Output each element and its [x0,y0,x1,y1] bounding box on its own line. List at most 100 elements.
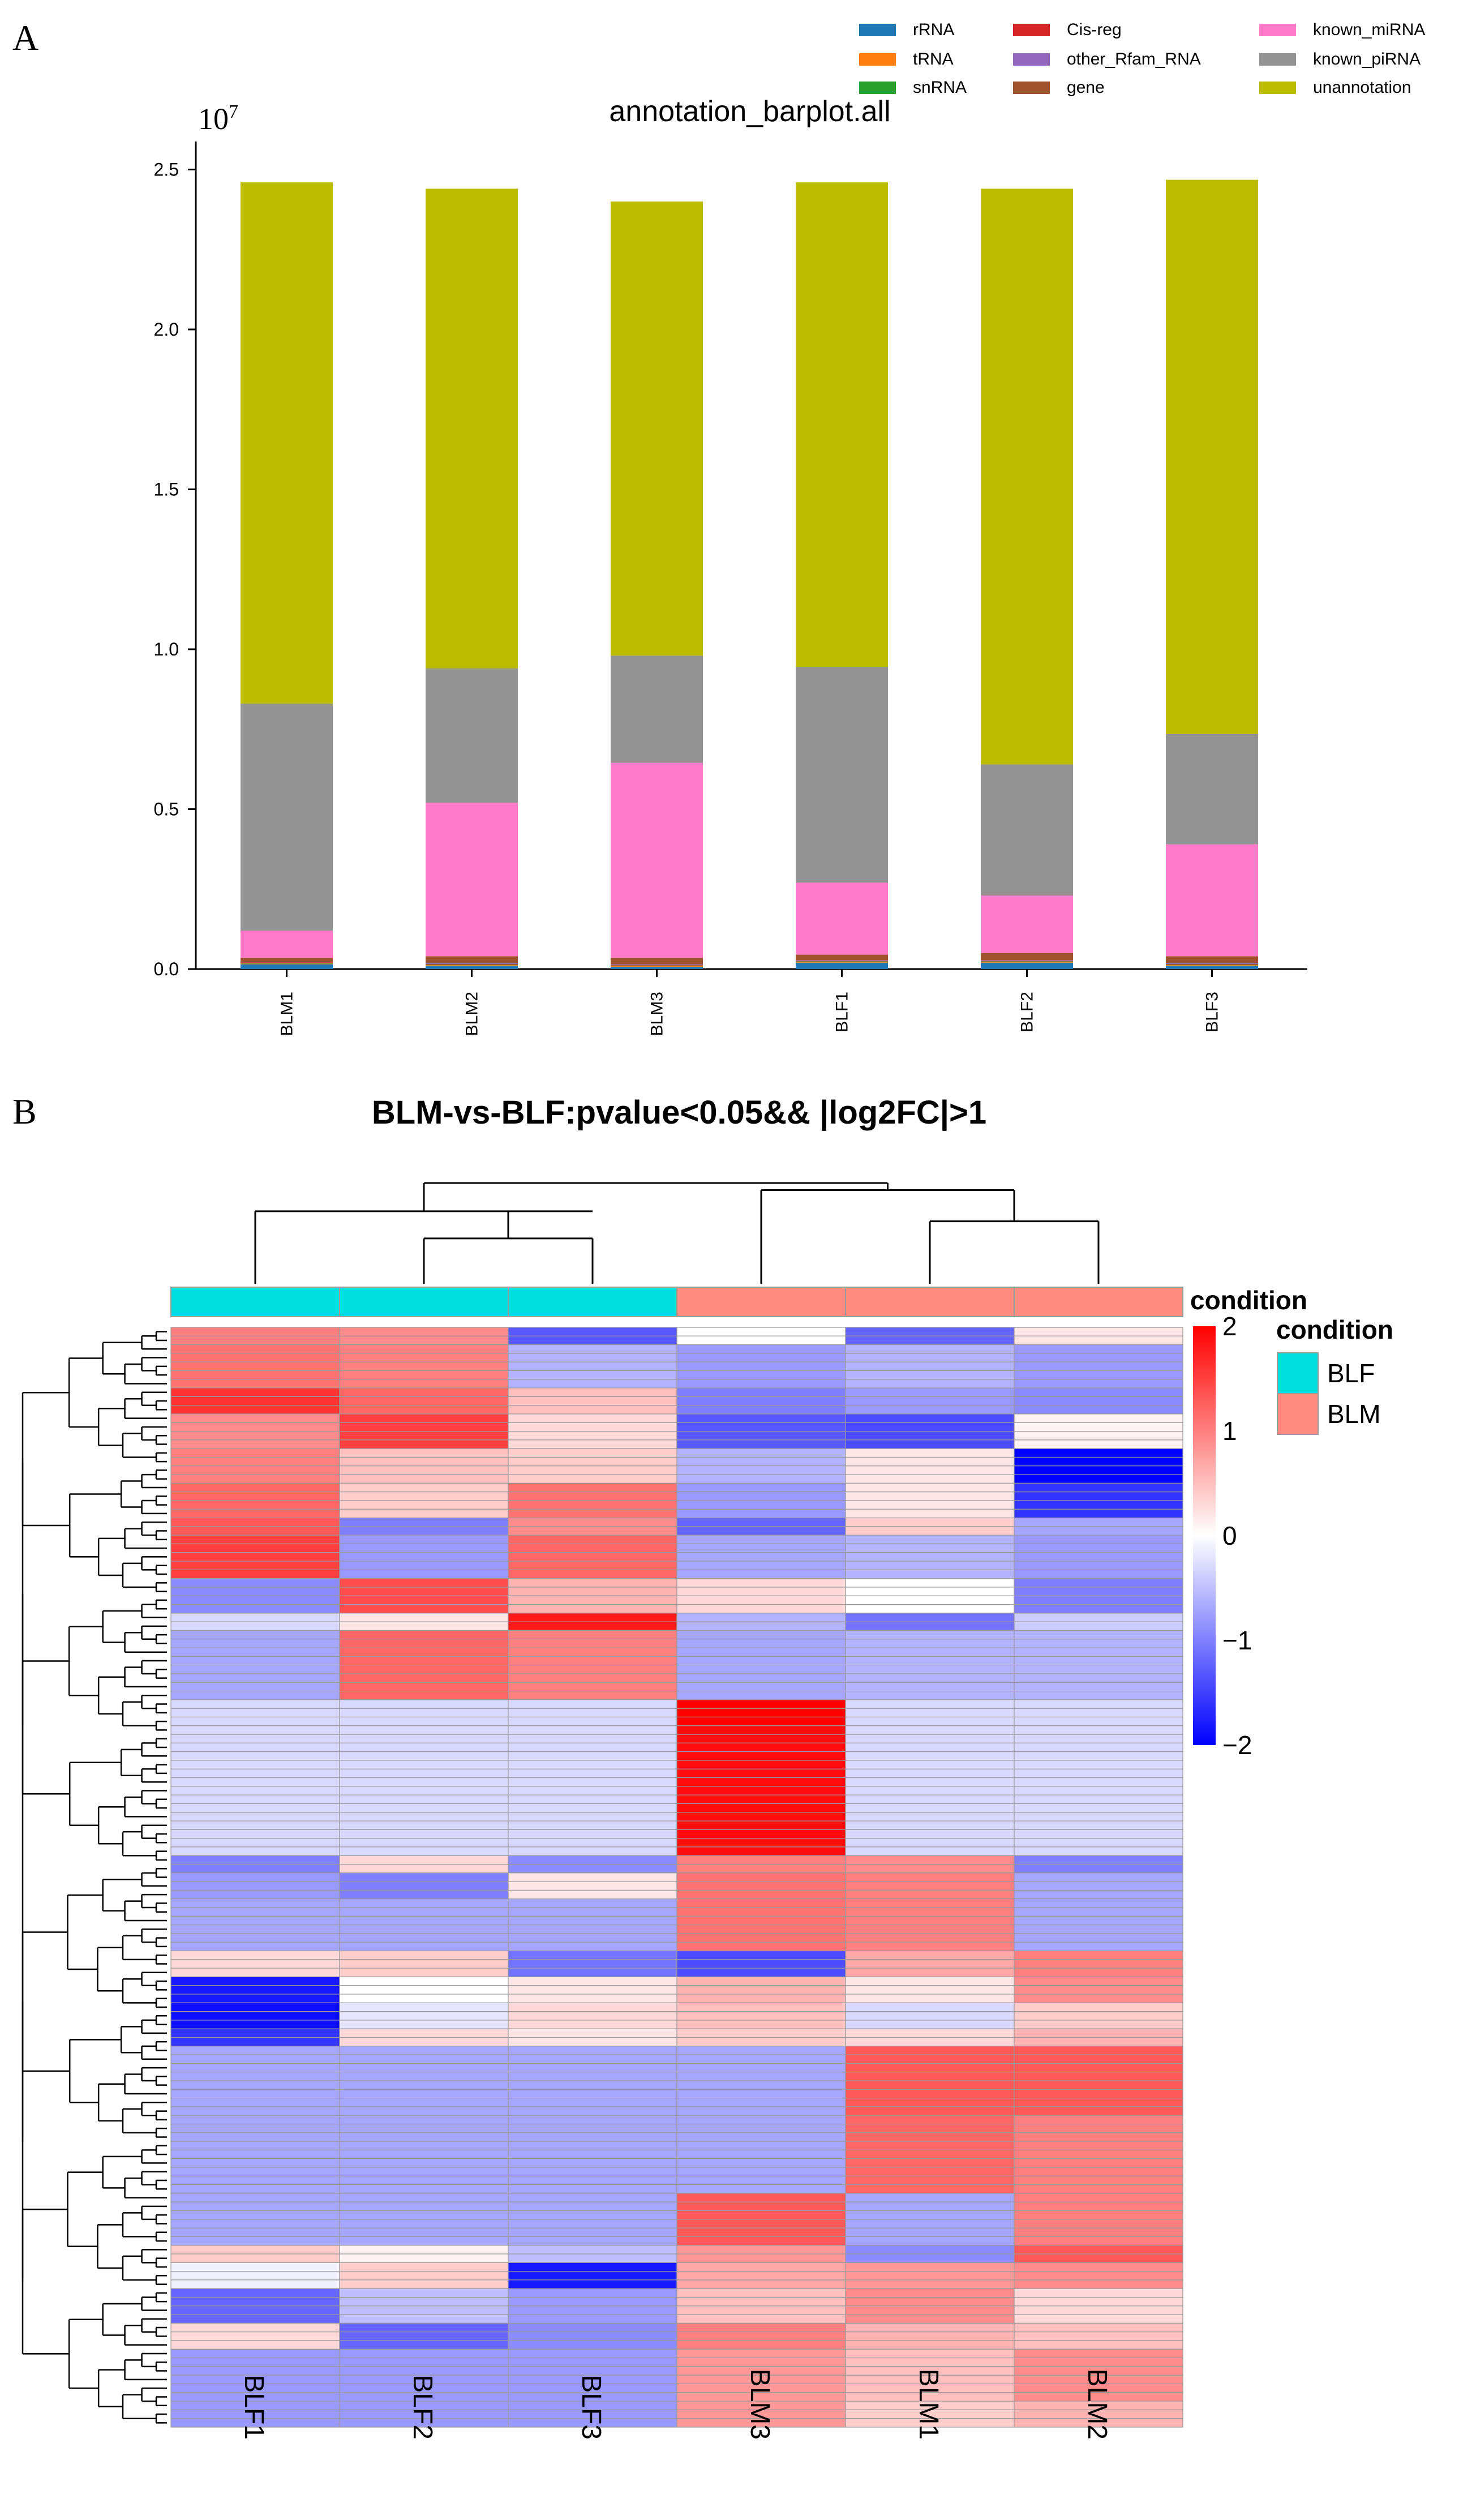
bar-segment-known-pirna [611,655,703,763]
heatmap-cell [845,1872,1015,1882]
heatmap-cell [508,1942,677,1952]
heatmap-cell [845,2141,1015,2151]
heatmap-cell [845,1994,1015,2003]
heatmap-cell [845,2175,1015,2185]
heatmap-cell [170,1812,340,1822]
heatmap-cell [170,1786,340,1795]
heatmap-cell [676,1656,846,1666]
heatmap-cell [508,1812,677,1822]
heatmap-cell [339,1405,509,1415]
heatmap-cell [845,1794,1015,1805]
heatmap-cell [170,1327,340,1336]
heatmap-cell [845,2011,1015,2021]
heatmap-cell [508,1639,677,1648]
heatmap-cell [339,2123,509,2133]
heatmap-cell [170,2063,340,2073]
heatmap-cell [845,2253,1015,2263]
heatmap-cell [508,1925,677,1934]
heatmap-cell [339,1361,509,1372]
heatmap-cell [1014,1456,1183,1467]
heatmap-cell [676,2305,846,2315]
heatmap-cell [845,1595,1015,1605]
heatmap-cell [676,1387,846,1397]
heatmap-cell [845,1985,1015,1995]
heatmap-cell [676,1846,846,1856]
heatmap-cell [339,1846,509,1856]
bar-chart-title: annotation_barplot.all [609,95,890,128]
heatmap-cell [845,2072,1015,2081]
heatmap-cell [845,1604,1015,1614]
heatmap-cell [676,2314,846,2324]
heatmap-cell [845,1673,1015,1683]
column-labels: BLF1 BLF2 BLF3 BLM3 BLM1 BLM2 [239,2369,1112,2440]
heatmap-cell [339,1508,509,1519]
heatmap-cell [676,1639,846,1648]
y-ticks: 0.0 0.5 1.0 1.5 2.0 2.5 [154,160,196,979]
heatmap-cell [676,1768,846,1778]
heatmap-cell [845,1526,1015,1536]
bar-segment-known-mirna [611,762,703,958]
heatmap-cell [676,2271,846,2281]
heatmap-cell [339,1647,509,1657]
heatmap-cell [845,1482,1015,1493]
heatmap-cell [845,2046,1015,2055]
heatmap-cell [339,1492,509,1501]
heatmap-cell [845,1422,1015,1432]
heatmap-cell [676,1430,846,1441]
heatmap-cell [508,1353,677,1362]
heatmap-cell [1014,1777,1183,1787]
heatmap-cell [676,2236,846,2246]
heatmap-cell [1014,2175,1183,2185]
heatmap-cell [845,1344,1015,1354]
heatmap-cell [676,1682,846,1692]
heatmap-cell [676,1665,846,1674]
heatmap-cell [170,2002,340,2012]
legend-swatch [1259,53,1296,66]
heatmap-cell [508,1768,677,1778]
heatmap-cell [1014,1838,1183,1848]
heatmap-cell [339,1838,509,1848]
heatmap-cell [508,2366,677,2376]
heatmap-cell [845,2227,1015,2238]
heatmap-cell [845,1361,1015,1372]
heatmap-cell [676,2046,846,2055]
condition-legend-label: BLF [1327,1358,1375,1388]
heatmap-cell [170,1751,340,1761]
heatmap-cell [1014,1621,1183,1631]
heatmap-cell [339,1396,509,1406]
heatmap-cell [676,1760,846,1769]
heatmap-cell [508,1492,677,1501]
heatmap-cell [676,2072,846,2081]
bar-segment-gene [1166,956,1258,963]
heatmap-cell [339,2037,509,2047]
heatmap-cell [508,2227,677,2238]
heatmap-cell [676,2098,846,2107]
heatmap-cell [845,1639,1015,1648]
color-scale-bar [1193,1326,1216,1745]
heatmap-cell [845,1699,1015,1709]
heatmap-cell [508,1630,677,1640]
heatmap-column-label: BLM2 [1082,2369,1112,2440]
heatmap-cell [845,1855,1015,1865]
heatmap-cell [845,1430,1015,1441]
heatmap-cell [170,1872,340,1882]
heatmap-cell [339,2314,509,2324]
heatmap-cell [170,1656,340,1666]
heatmap-cell [170,2332,340,2341]
heatmap-cell [845,2296,1015,2307]
heatmap-cell [845,1500,1015,1510]
heatmap-cell [508,1708,677,1718]
heatmap-cell [845,2080,1015,2090]
heatmap-cell [676,1933,846,1943]
heatmap-cell [508,1508,677,1519]
heatmap-cell [170,1942,340,1952]
heatmap-cell [1014,2020,1183,2029]
heatmap-cell [676,1725,846,1735]
heatmap-cell [1014,2418,1183,2428]
heatmap-cell [508,1803,677,1813]
heatmap-cell [845,1968,1015,1978]
heatmap-cell [1014,2011,1183,2021]
heatmap-cell [339,2167,509,2176]
heatmap-cell [170,2279,340,2289]
heatmap-cell [508,1985,677,1995]
